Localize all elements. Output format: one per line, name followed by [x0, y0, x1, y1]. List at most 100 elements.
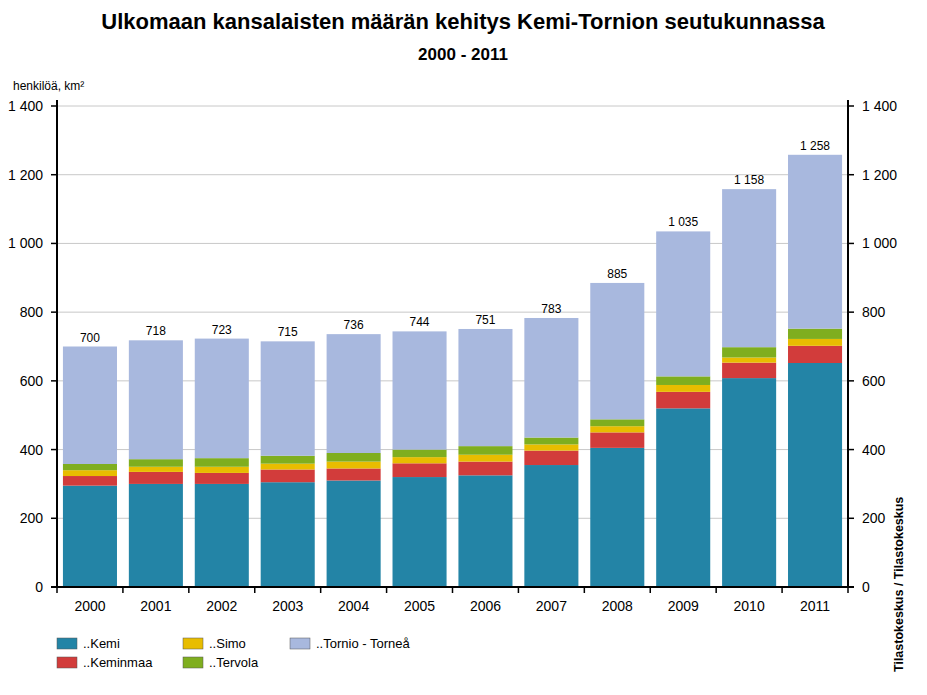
legend-label: ..Kemi — [83, 636, 120, 651]
bar-segment — [788, 155, 842, 329]
bar-segment — [129, 467, 183, 472]
bar-segment — [722, 357, 776, 362]
bar-segment — [327, 453, 381, 462]
bar-segment — [656, 392, 710, 408]
legend-label: ..Tervola — [209, 655, 259, 670]
legend-swatch — [183, 657, 203, 668]
bar-segment — [393, 331, 447, 449]
legend-label: ..Simo — [209, 636, 246, 651]
total-label: 718 — [146, 324, 166, 338]
bar-segment — [327, 462, 381, 469]
title: Ulkomaan kansalaisten määrän kehitys Kem… — [101, 9, 825, 34]
chart: Ulkomaan kansalaisten määrän kehitys Kem… — [0, 0, 927, 695]
grid-line — [57, 106, 848, 107]
x-tick-label: 2009 — [668, 598, 699, 614]
y-tick-label: 600 — [20, 373, 44, 389]
x-tick — [188, 587, 190, 593]
x-tick — [254, 587, 256, 593]
x-tick — [386, 587, 388, 593]
x-tick-label: 2002 — [206, 598, 237, 614]
y-tick-label: 1 400 — [8, 98, 43, 114]
y-axis-right — [847, 100, 849, 587]
y-axis-label: henkilöä, km² — [13, 79, 84, 93]
x-tick-label: 2001 — [140, 598, 171, 614]
bar-segment — [722, 378, 776, 587]
bar-segment — [524, 465, 578, 587]
x-tick-label: 2004 — [338, 598, 369, 614]
y-tick-label-right: 1 200 — [862, 167, 897, 183]
y-tick-label-right: 600 — [862, 373, 886, 389]
source: Tilastokeskus / Tilastokeskus — [892, 497, 906, 672]
bar-segment — [788, 363, 842, 587]
y-tick-label-right: 1 400 — [862, 98, 897, 114]
x-tick — [847, 587, 849, 593]
total-label: 1 258 — [800, 139, 830, 153]
bar-segment — [458, 455, 512, 462]
bar-segment — [590, 448, 644, 587]
bar-segment — [458, 462, 512, 476]
x-tick — [122, 587, 124, 593]
x-tick — [584, 587, 586, 593]
x-tick — [781, 587, 783, 593]
x-tick — [320, 587, 322, 593]
x-tick — [56, 587, 58, 593]
x-tick — [650, 587, 652, 593]
total-label: 715 — [278, 325, 298, 339]
bar-segment — [63, 476, 117, 486]
bar-segment — [788, 346, 842, 363]
x-tick-label: 2006 — [470, 598, 501, 614]
y-tick-label-right: 0 — [862, 579, 870, 595]
bar-segment — [195, 467, 249, 473]
bar-segment — [261, 469, 315, 482]
y-axis — [56, 100, 58, 587]
y-tick-label: 200 — [20, 510, 44, 526]
x-tick-label: 2005 — [404, 598, 435, 614]
bar-segment — [195, 339, 249, 459]
x-tick-label: 2010 — [734, 598, 765, 614]
legend-swatch — [57, 638, 77, 649]
bar-segment — [393, 457, 447, 463]
bar-segment — [129, 459, 183, 467]
bars — [63, 155, 842, 587]
bar-segment — [524, 438, 578, 445]
subtitle: 2000 - 2011 — [418, 45, 508, 64]
bar-segment — [656, 408, 710, 587]
bar-segment — [590, 419, 644, 426]
bar-segment — [261, 482, 315, 587]
bar-segment — [524, 318, 578, 438]
bar-segment — [195, 484, 249, 587]
bar-segment — [524, 444, 578, 450]
total-label: 751 — [475, 313, 495, 327]
bar-segment — [129, 340, 183, 459]
bar-segment — [129, 484, 183, 587]
bar-segment — [524, 451, 578, 465]
bar-segment — [195, 458, 249, 467]
total-label: 700 — [80, 331, 100, 345]
bar-segment — [458, 475, 512, 587]
y-tick-label: 1 200 — [8, 167, 43, 183]
total-label: 783 — [541, 302, 561, 316]
bar-segment — [261, 341, 315, 455]
legend-swatch — [290, 638, 310, 649]
bar-segment — [393, 450, 447, 458]
y-tick-label-right: 1 000 — [862, 235, 897, 251]
bar-segment — [590, 283, 644, 419]
bar-segment — [327, 334, 381, 453]
y-tick-label-right: 800 — [862, 304, 886, 320]
y-tick-label-right: 400 — [862, 442, 886, 458]
bar-segment — [261, 464, 315, 470]
bar-segment — [722, 189, 776, 347]
bar-segment — [656, 231, 710, 376]
y-tick-label: 0 — [35, 579, 43, 595]
x-tick — [715, 587, 717, 593]
total-label: 1 158 — [734, 173, 764, 187]
bar-segment — [327, 468, 381, 480]
bar-segment — [393, 477, 447, 587]
bar-segment — [63, 464, 117, 470]
x-tick — [452, 587, 454, 593]
bar-segment — [788, 339, 842, 346]
legend-swatch — [183, 638, 203, 649]
x-tick-label: 2003 — [272, 598, 303, 614]
total-label: 736 — [344, 318, 364, 332]
bar-segment — [722, 347, 776, 357]
